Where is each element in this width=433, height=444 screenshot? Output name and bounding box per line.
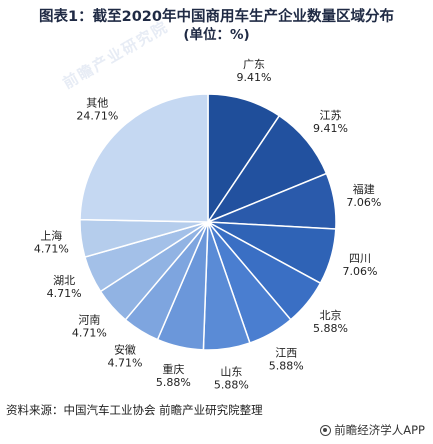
chart-title-line2: (单位：%) [183, 27, 250, 43]
slice-category-7: 山东 [220, 365, 242, 378]
slice-value-7: 5.88% [214, 378, 249, 391]
slice-value-3: 7.06% [346, 196, 381, 209]
slice-value-2: 9.41% [313, 122, 348, 135]
chart-title: 图表1：截至2020年中国商用车生产企业数量区域分布 (单位：%) [0, 8, 433, 44]
slice-label-7: 山东 5.88% [214, 365, 249, 391]
brand-logo-icon [320, 424, 332, 436]
slice-label-12: 上海 4.71% [34, 228, 69, 255]
slice-category-11: 湖北 [53, 274, 75, 287]
slice-value-1: 9.41% [237, 71, 272, 84]
pie-labels: 广东 9.41%江苏 9.41%福建 7.06%四川 7.06%北京 5.88%江西 5.8… [34, 58, 381, 391]
slice-category-8: 重庆 [162, 362, 184, 376]
slice-value-8: 5.88% [156, 376, 191, 389]
slice-value-4: 7.06% [343, 265, 378, 278]
slice-category-6: 江西 [275, 346, 297, 359]
slice-label-1: 广东 9.41% [237, 58, 272, 84]
slice-label-10: 河南 4.71% [72, 313, 107, 339]
slice-value-13: 24.71% [76, 109, 118, 122]
slice-value-9: 4.71% [107, 356, 142, 369]
slice-label-13: 其他 24.71% [76, 96, 118, 122]
pie-slice-1 [207, 93, 281, 225]
brand: 前瞻经济学人APP [320, 422, 425, 438]
slice-category-5: 北京 [320, 308, 342, 322]
slice-label-4: 四川 7.06% [343, 252, 378, 278]
slice-value-10: 4.71% [72, 326, 107, 339]
slice-value-6: 5.88% [269, 359, 304, 372]
brand-text: 前瞻经济学人APP [334, 423, 425, 437]
slice-category-10: 河南 [78, 313, 100, 326]
slice-category-3: 福建 [353, 182, 375, 196]
slice-category-13: 其他 [86, 96, 108, 109]
pie-slice-2 [206, 114, 328, 224]
slice-label-6: 江西 5.88% [269, 346, 304, 372]
slice-label-8: 重庆 5.88% [156, 362, 191, 389]
slice-value-12: 4.71% [34, 242, 69, 255]
slice-category-9: 安徽 [114, 342, 136, 356]
slice-label-11: 湖北 4.71% [47, 274, 82, 300]
source-note: 资料来源：中国汽车工业协会 前瞻产业研究院整理 [6, 403, 263, 417]
slice-label-3: 福建 7.06% [346, 182, 381, 209]
slice-category-4: 四川 [349, 252, 371, 265]
slice-label-2: 江苏 9.41% [313, 109, 348, 135]
slice-category-1: 广东 [243, 58, 265, 71]
slice-category-2: 江苏 [319, 109, 341, 122]
slice-value-11: 4.71% [47, 287, 82, 300]
pie-slices [79, 93, 337, 351]
slice-label-9: 安徽 4.71% [107, 342, 142, 369]
slice-label-5: 北京 5.88% [313, 308, 348, 335]
slice-category-12: 上海 [40, 228, 62, 242]
chart-title-line1: 图表1：截至2020年中国商用车生产企业数量区域分布 [39, 9, 394, 25]
slice-value-5: 5.88% [313, 322, 348, 335]
pie-slice-13 [79, 93, 209, 223]
